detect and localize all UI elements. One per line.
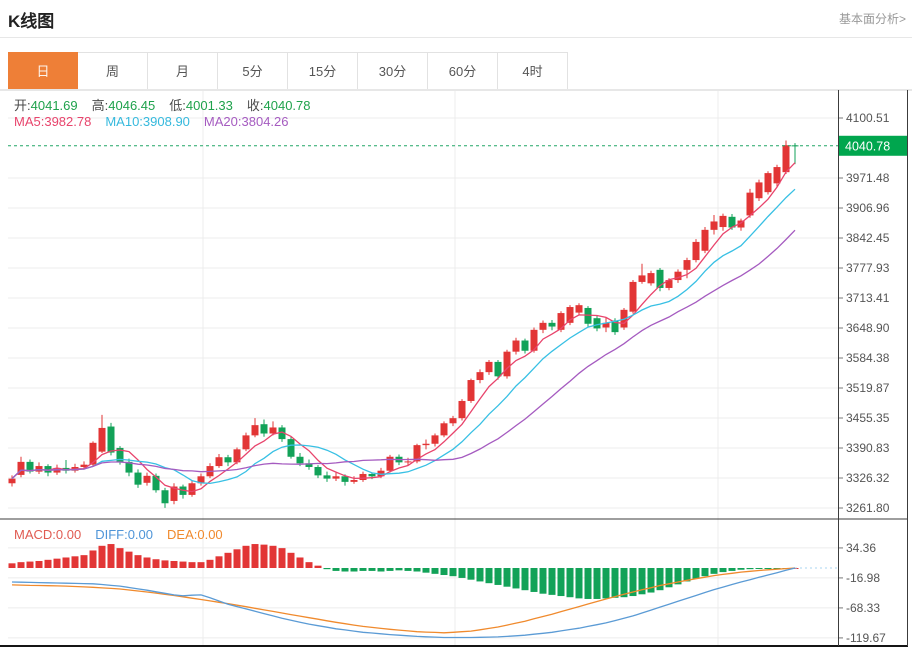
legend-item: MA20:3804.26	[203, 114, 289, 129]
legend-item: 开:4041.69	[14, 98, 78, 113]
legend-item: MA5:3982.78	[14, 114, 92, 129]
svg-text:3326.32: 3326.32	[846, 471, 890, 485]
svg-text:-16.98: -16.98	[846, 571, 880, 585]
svg-text:3648.90: 3648.90	[846, 321, 890, 335]
fundamental-analysis-link[interactable]: 基本面分析>	[838, 12, 906, 26]
macd-histogram	[8, 544, 799, 599]
tab-30分[interactable]: 30分	[358, 52, 428, 90]
svg-text:3584.38: 3584.38	[846, 351, 890, 365]
svg-text:3713.41: 3713.41	[846, 291, 890, 305]
legend-item: 高:4046.45	[91, 98, 156, 113]
tab-日[interactable]: 日	[8, 52, 78, 90]
legend-item: DEA:0.00	[167, 527, 223, 542]
current-price-tag: 4040.78	[839, 135, 908, 156]
ma5-line	[11, 162, 796, 493]
ohlc-legend: 开:4041.69 高:4046.45 低:4001.33 收:4040.78	[14, 95, 325, 114]
svg-text:4040.78: 4040.78	[845, 139, 890, 153]
svg-text:3390.83: 3390.83	[846, 441, 890, 455]
ma20-line	[11, 229, 796, 480]
svg-text:3906.96: 3906.96	[846, 201, 890, 215]
svg-text:3842.45: 3842.45	[846, 231, 890, 245]
price-gridlines: 4100.51 3971.48 3906.96 3842.45 3777.93 3713.…	[8, 111, 890, 515]
svg-text:-119.67: -119.67	[846, 631, 886, 645]
kline-chart-canvas[interactable]: 4100.51 3971.48 3906.96 3842.45 3777.93 3713.…	[0, 90, 912, 650]
legend-item: 收:4040.78	[246, 98, 311, 113]
header-divider	[0, 37, 912, 38]
tab-月[interactable]: 月	[148, 52, 218, 90]
timeframe-tabbar: 日周月 5分 15分 30分 60分 4时	[8, 52, 568, 90]
diff-line	[11, 567, 796, 639]
legend-item: 低:4001.33	[169, 98, 233, 113]
candles	[8, 140, 799, 508]
tab-5分[interactable]: 5分	[218, 52, 288, 90]
svg-text:3971.48: 3971.48	[846, 171, 890, 185]
legend-item: MA10:3908.90	[105, 114, 190, 129]
tab-4时[interactable]: 4时	[498, 52, 568, 90]
tab-15分[interactable]: 15分	[288, 52, 358, 90]
tabbar-bottom-border	[0, 89, 912, 90]
ma-legend: MA5:3982.78 MA10:3908.90 MA20:3804.26	[14, 114, 303, 129]
page-title: K线图	[8, 12, 55, 31]
macd-legend: MACD:0.00 DIFF:0.00 DEA:0.00	[14, 527, 237, 542]
svg-text:3261.80: 3261.80	[846, 501, 890, 515]
legend-item: MACD:0.00	[14, 527, 82, 542]
dea-line	[11, 567, 796, 634]
legend-item: DIFF:0.00	[95, 527, 154, 542]
svg-text:3519.87: 3519.87	[846, 381, 890, 395]
tab-周[interactable]: 周	[78, 52, 148, 90]
svg-text:4100.51: 4100.51	[846, 111, 890, 125]
tab-60分[interactable]: 60分	[428, 52, 498, 90]
ma10-line	[11, 188, 796, 485]
svg-text:3455.35: 3455.35	[846, 411, 890, 425]
svg-text:34.36: 34.36	[846, 541, 876, 555]
svg-text:-68.33: -68.33	[846, 601, 880, 615]
svg-text:3777.93: 3777.93	[846, 261, 890, 275]
